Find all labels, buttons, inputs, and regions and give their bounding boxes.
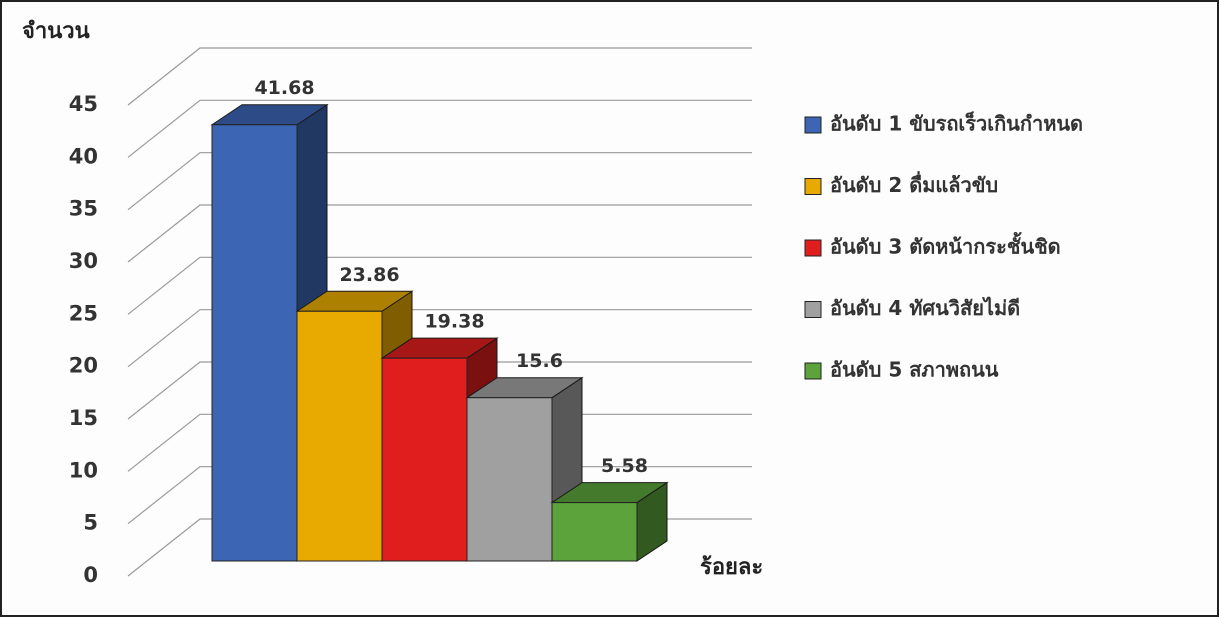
y-axis-label: จำนวน [22,19,90,44]
y-tick-label: 25 [69,301,98,325]
legend-label: อันดับ 4 ทัศนวิสัยไม่ดี [830,296,1020,320]
y-tick-label: 20 [69,354,98,378]
y-tick-label: 0 [83,563,98,587]
bar [552,503,637,561]
chart: จำนวน ร้อยละ 0 5 10 15 20 25 30 35 40 45 41.68 23.8… [0,0,1219,617]
data-label: 15.6 [516,350,563,372]
legend-label: อันดับ 3 ตัดหน้ากระชั้นชิด [830,232,1061,259]
bar [212,125,297,561]
y-tick-label: 35 [69,197,98,221]
data-label: 19.38 [424,311,484,333]
bar [382,358,467,561]
data-label: 23.86 [339,264,399,286]
data-label: 5.58 [601,455,648,477]
legend-label: อันดับ 2 ดื่มแล้วขับ [830,170,998,197]
legend-swatch [805,363,821,379]
y-tick-label: 15 [69,406,98,430]
bar [467,398,552,561]
legend-swatch [805,117,821,133]
legend-label: อันดับ 1 ขับรถเร็วเกินกำหนด [830,111,1083,136]
data-label: 41.68 [254,77,314,99]
legend-label: อันดับ 5 สภาพถนน [830,358,999,382]
y-tick-label: 30 [69,249,98,273]
legend-swatch [805,179,821,195]
y-tick-label: 5 [83,511,98,535]
legend-swatch [805,240,821,256]
y-tick-label: 10 [69,458,98,482]
legend-swatch [805,302,821,318]
y-tick-label: 45 [69,92,98,116]
bar [297,311,382,561]
y-tick-label: 40 [69,144,98,168]
x-axis-label: ร้อยละ [700,555,763,580]
